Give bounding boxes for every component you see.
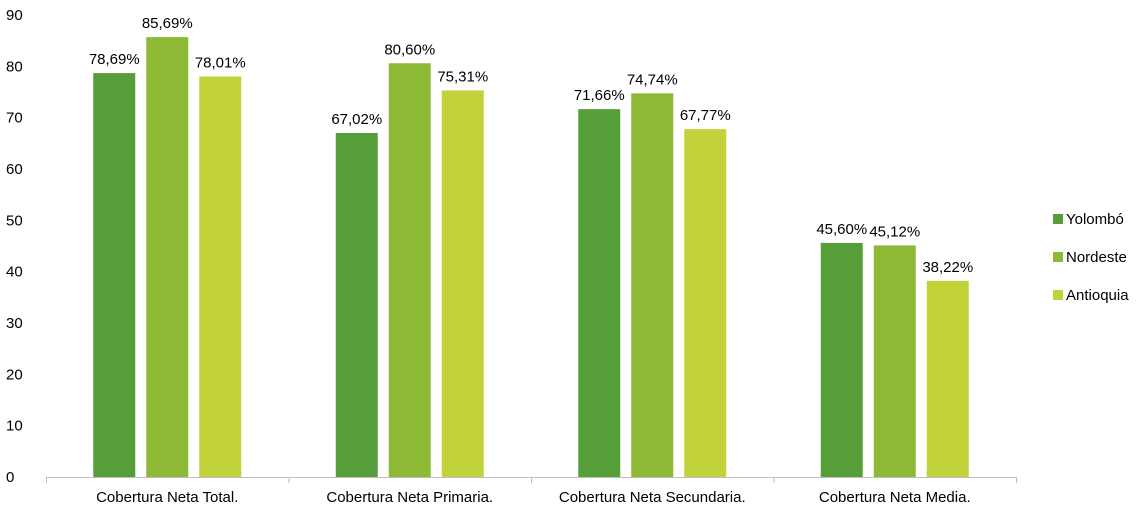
legend-label: Yolombó [1066,211,1124,228]
bar-nordeste [873,245,916,477]
bar-antioquia [199,76,242,477]
data-label: 75,31% [437,68,488,85]
legend-swatch [1053,214,1063,224]
data-label: 80,60% [384,41,435,58]
bar-yolombó [578,109,621,478]
bar-nordeste [631,93,674,478]
x-category-label: Cobertura Neta Total. [96,489,238,506]
x-category-label: Cobertura Neta Media. [819,489,971,506]
y-tick-label: 30 [6,315,23,332]
data-label: 45,12% [869,223,920,240]
data-label: 71,66% [574,87,625,104]
legend-label: Antioquia [1066,287,1129,304]
data-label: 74,74% [627,71,678,88]
legend-label: Nordeste [1066,249,1127,266]
y-tick-label: 40 [6,264,23,281]
bar-yolombó [820,242,863,477]
y-tick-label: 50 [6,212,23,229]
x-category-label: Cobertura Neta Primaria. [326,489,493,506]
bar-yolombó [335,132,378,478]
data-label-layer: 78,69% 85,69% 78,01% 67,02% 80,60%75,31% 71,6… [89,15,973,276]
axis-layer: 0 10 20 30 40 50 60 70 80 90 Cobertura Neta Total.… [6,7,1017,506]
bar-yolombó [93,73,136,478]
y-tick-label: 0 [6,469,14,486]
data-label: 45,60% [816,221,867,238]
data-label: 85,69% [142,15,193,32]
bar-nordeste [388,63,431,478]
data-label: 78,69% [89,51,140,68]
y-tick-label: 90 [6,7,23,24]
data-label: 78,01% [195,55,246,72]
bar-antioquia [926,280,969,477]
bar-antioquia [684,129,727,477]
bar-nordeste [146,37,189,478]
legend: Yolombó Nordeste Antioquia [1053,211,1129,304]
y-tick-label: 80 [6,58,23,75]
legend-swatch [1053,290,1063,300]
y-tick-label: 20 [6,366,23,383]
data-label: 67,77% [680,107,731,124]
data-label: 67,02% [331,111,382,128]
legend-swatch [1053,252,1063,262]
data-label: 38,22% [922,259,973,276]
bar-layer [93,37,969,478]
y-tick-label: 10 [6,418,23,435]
y-tick-label: 70 [6,110,23,127]
y-tick-label: 60 [6,161,23,178]
x-category-label: Cobertura Neta Secundaria. [559,489,746,506]
bar-antioquia [441,90,484,478]
